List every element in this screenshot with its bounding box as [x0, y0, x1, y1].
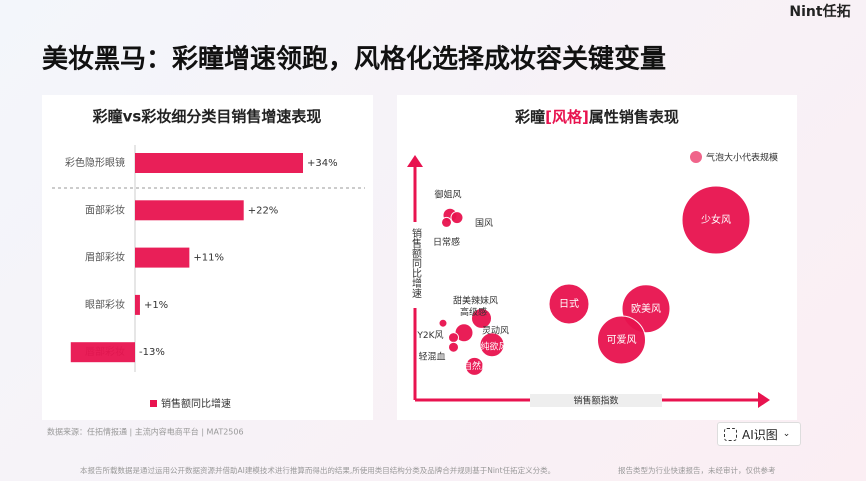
bubble: [548, 283, 590, 325]
disclaimer: 本报告所载数据是通过运用公开数据资源并借助AI建模技术进行推算而得出的结果,所使…: [80, 465, 555, 475]
category-label: 面部彩妆: [85, 203, 125, 216]
bubble: [597, 315, 646, 365]
ai-icon: [724, 427, 737, 441]
brand: Nint任拓: [789, 3, 850, 20]
bubble-label: 日常感: [433, 236, 460, 248]
bubble-label: Y2K风: [416, 330, 443, 341]
bar: [70, 342, 135, 363]
y-label-box: [406, 222, 424, 308]
chart-title: 彩瞳vs彩妆细分类目销售增速表现: [92, 108, 322, 126]
bubble: [448, 332, 459, 344]
bubble-label: 灵动风: [482, 325, 509, 336]
bubble: [471, 307, 492, 329]
bubble-label: 御姐风: [434, 189, 461, 201]
value-label: +34%: [307, 158, 338, 169]
title-part: 属性销售表现: [589, 108, 679, 126]
y-axis-label: 销售额同比增速: [410, 227, 422, 298]
title-highlight: [风格]: [545, 108, 589, 126]
bubble-label: 日式: [559, 297, 579, 310]
category-label: 眼部彩妆: [85, 298, 125, 311]
bubble: [448, 341, 459, 353]
bubble-label: 国风: [475, 218, 493, 229]
right-panel: [397, 95, 797, 420]
bar: [135, 153, 303, 173]
bar: [135, 294, 140, 315]
x-axis-label: 销售额指数: [573, 395, 618, 407]
bubble-label: 可爱风: [607, 333, 637, 346]
x-arrow: [758, 392, 770, 408]
bubble-label: 高级感: [460, 306, 487, 318]
legend-label: 销售额同比增速: [161, 397, 231, 410]
chart-title: 彩瞳[风格]属性销售表现: [514, 108, 679, 126]
bar: [135, 200, 244, 221]
legend-label: 气泡大小代表规模: [706, 152, 778, 164]
title-part: 彩瞳: [514, 108, 545, 126]
bubble: [681, 185, 751, 255]
bubble: [479, 332, 505, 358]
value-label: +1%: [144, 300, 168, 311]
ai-button[interactable]: AI识图 ⌄: [717, 422, 801, 446]
category-label: 彩色隐形眼镜: [65, 156, 125, 169]
bubble-label: 纯欲风: [480, 340, 507, 352]
bubble: [465, 356, 484, 376]
source: 数据来源：任拓情报通 | 主流内容电商平台 | MAT2506: [47, 427, 244, 437]
left-panel: [42, 95, 373, 420]
bubble-label: 自然风: [463, 360, 490, 372]
bubble-label: 欧美风: [631, 302, 661, 315]
bubble: [450, 211, 464, 225]
value-label: -13%: [139, 347, 165, 358]
value-label: +11%: [193, 253, 224, 264]
legend-swatch: [150, 400, 157, 407]
y-arrow: [407, 155, 423, 167]
chevron: ⌄: [782, 429, 791, 439]
bubble-label: 轻混血: [418, 351, 445, 363]
bubble-label: 少女风: [701, 213, 731, 226]
legend-bubble: [690, 151, 702, 163]
bubble: [441, 216, 452, 228]
bubble: [438, 318, 448, 328]
category-label: 眉部彩妆: [85, 251, 125, 264]
bar: [135, 247, 190, 268]
value-label: +22%: [248, 205, 279, 216]
page-title: 美妆黑马：彩瞳增速领跑，风格化选择成妆容关键变量: [42, 44, 666, 75]
note: 报告类型为行业快速报告，未经审计，仅供参考: [618, 465, 776, 475]
bubble-label: 甜美辣妹风: [453, 295, 498, 307]
x-label-box: [530, 394, 662, 407]
button-label: AI识图: [742, 427, 778, 442]
